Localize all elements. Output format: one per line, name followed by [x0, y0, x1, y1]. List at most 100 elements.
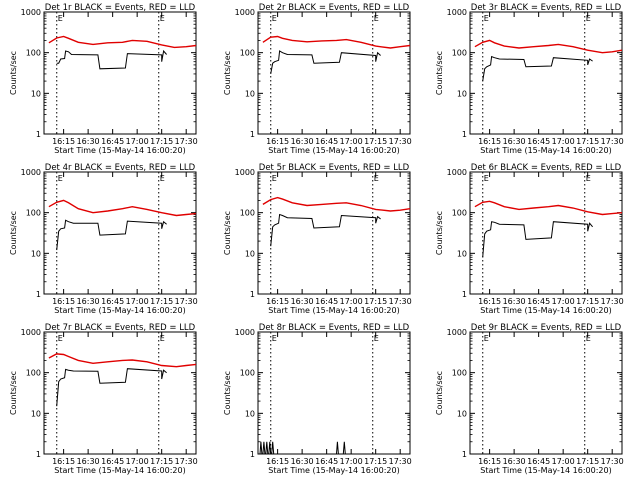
x-tick-label: 16:15: [478, 137, 501, 146]
x-tick-label: 16:45: [527, 297, 550, 306]
series-line-events: [270, 50, 381, 74]
series-line-events: [56, 368, 167, 407]
panel-title: Det 2r BLACK = Events, RED = LLD: [259, 3, 410, 13]
event-marker-label: E: [272, 174, 277, 183]
series-line-lld: [48, 353, 197, 368]
y-axis-label: Counts/sec: [435, 371, 444, 415]
x-tick-label: 17:15: [364, 137, 387, 146]
x-tick-label: 17:00: [340, 137, 363, 146]
y-tick-label: 1: [462, 450, 467, 459]
series-line-events: [56, 219, 167, 251]
panel-9: Det 9r BLACK = Events, RED = LLD 1 10 100 10…: [435, 323, 624, 475]
x-tick-label: 16:30: [291, 457, 314, 466]
x-tick-label: 16:30: [503, 457, 526, 466]
event-marker-label: E: [586, 174, 591, 183]
y-tick-label: 1: [36, 130, 41, 139]
panel-title: Det 5r BLACK = Events, RED = LLD: [259, 163, 410, 173]
x-tick-label: 16:15: [52, 137, 75, 146]
x-tick-label: 16:30: [77, 137, 100, 146]
plot-frame: [257, 171, 411, 295]
y-tick-label: 100: [452, 49, 467, 58]
x-tick-label: 17:30: [389, 137, 412, 146]
x-tick-label: 16:15: [52, 297, 75, 306]
x-tick-label: 17:30: [175, 457, 198, 466]
x-tick-label: 16:30: [291, 137, 314, 146]
x-tick-label: 17:30: [601, 457, 624, 466]
y-tick-label: 10: [457, 249, 467, 258]
x-tick-label: 16:30: [77, 297, 100, 306]
x-axis-label: Start Time (15-May-14 16:00:20): [268, 466, 399, 475]
panel-4: Det 4r BLACK = Events, RED = LLD 1 10 100 10…: [9, 163, 198, 315]
series-line-events: [482, 55, 593, 82]
x-axis-label: Start Time (15-May-14 16:00:20): [480, 466, 611, 475]
event-marker-label: E: [374, 14, 379, 23]
x-tick-label: 17:30: [175, 297, 198, 306]
panel-6: Det 6r BLACK = Events, RED = LLD 1 10 100 10…: [435, 163, 624, 315]
y-tick-label: 1: [36, 450, 41, 459]
panel-title: Det 6r BLACK = Events, RED = LLD: [471, 163, 622, 173]
panel-2: Det 2r BLACK = Events, RED = LLD 1 10 100 10…: [223, 3, 412, 155]
series-line-events: [56, 49, 167, 70]
panel-title: Det 4r BLACK = Events, RED = LLD: [45, 163, 196, 173]
y-tick-label: 10: [245, 409, 255, 418]
x-tick-label: 17:15: [576, 457, 599, 466]
y-tick-label: 1000: [21, 8, 41, 17]
y-tick-label: 1000: [235, 8, 255, 17]
x-tick-label: 16:30: [291, 297, 314, 306]
event-marker-label: E: [586, 14, 591, 23]
y-tick-label: 1000: [447, 328, 467, 337]
x-axis-label: Start Time (15-May-14 16:00:20): [268, 146, 399, 155]
y-axis-label: Counts/sec: [223, 371, 232, 415]
y-tick-label: 100: [240, 369, 255, 378]
plot-frame: [257, 331, 411, 455]
event-marker-label: E: [58, 14, 63, 23]
series-line-lld: [262, 35, 411, 49]
plot-frame: [43, 331, 197, 455]
x-tick-label: 17:30: [175, 137, 198, 146]
event-marker-label: E: [374, 174, 379, 183]
event-marker-label: E: [160, 14, 165, 23]
x-tick-label: 16:15: [52, 457, 75, 466]
x-tick-label: 16:45: [527, 457, 550, 466]
y-tick-label: 1000: [447, 8, 467, 17]
plot-frame: [43, 171, 197, 295]
y-tick-label: 1000: [447, 168, 467, 177]
panel-1: Det 1r BLACK = Events, RED = LLD 1 10 100 10…: [9, 3, 198, 155]
x-axis-label: Start Time (15-May-14 16:00:20): [54, 466, 185, 475]
event-marker-label: E: [58, 174, 63, 183]
event-marker-label: E: [484, 14, 489, 23]
y-tick-label: 10: [457, 409, 467, 418]
x-axis-label: Start Time (15-May-14 16:00:20): [480, 146, 611, 155]
panel-title: Det 8r BLACK = Events, RED = LLD: [259, 323, 410, 333]
event-marker-label: E: [484, 174, 489, 183]
series-line-lld: [48, 199, 197, 217]
panel-title: Det 9r BLACK = Events, RED = LLD: [471, 323, 622, 333]
event-marker-label: E: [484, 334, 489, 343]
event-marker-label: E: [374, 334, 379, 343]
x-tick-label: 16:45: [315, 297, 338, 306]
y-tick-label: 100: [240, 209, 255, 218]
x-tick-label: 17:15: [150, 457, 173, 466]
y-tick-label: 10: [31, 89, 41, 98]
y-tick-label: 100: [26, 209, 41, 218]
x-tick-label: 16:30: [77, 457, 100, 466]
x-tick-label: 16:45: [315, 137, 338, 146]
x-tick-label: 16:15: [266, 457, 289, 466]
series-line-lld: [262, 196, 411, 212]
x-tick-label: 17:30: [601, 137, 624, 146]
x-tick-label: 17:00: [126, 297, 149, 306]
event-marker-label: E: [272, 334, 277, 343]
y-tick-label: 10: [457, 89, 467, 98]
y-tick-label: 100: [26, 369, 41, 378]
x-axis-label: Start Time (15-May-14 16:00:20): [54, 146, 185, 155]
plot-frame: [469, 171, 623, 295]
x-tick-label: 16:45: [101, 457, 124, 466]
x-tick-label: 17:30: [601, 297, 624, 306]
y-tick-label: 1: [250, 450, 255, 459]
y-tick-label: 100: [26, 49, 41, 58]
event-marker-label: E: [586, 334, 591, 343]
y-tick-label: 1: [462, 130, 467, 139]
x-tick-label: 16:30: [503, 297, 526, 306]
x-tick-label: 16:45: [101, 137, 124, 146]
y-tick-label: 1000: [21, 168, 41, 177]
